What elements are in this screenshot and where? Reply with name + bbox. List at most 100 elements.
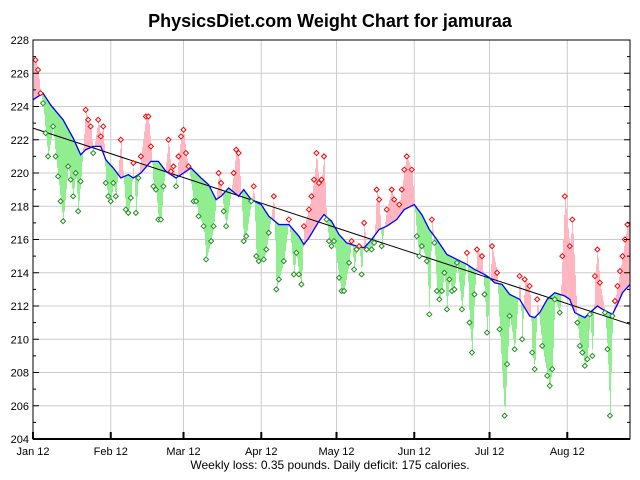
weight-point [493,269,501,276]
weight-point [222,222,230,230]
weight-point [95,116,102,124]
weight-point [32,56,39,64]
weight-point [581,362,589,370]
y-tick-label: 212 [11,301,29,313]
weight-point [335,274,343,281]
x-tick-label: Jun 12 [398,446,431,458]
y-tick-label: 216 [11,235,29,247]
weight-point [165,136,172,143]
weight-point [255,257,262,265]
weight-point [107,198,114,205]
weight-point [551,296,558,303]
y-tick-label: 228 [11,35,29,47]
weight-point [579,349,586,356]
weight-point [260,256,267,263]
weight-point [518,336,526,343]
weight-point [458,306,466,313]
weight-point [77,178,84,185]
weight-point [84,116,92,124]
weight-point [74,208,82,215]
weight-point [42,129,49,137]
weight-point [200,222,207,230]
grid [32,39,630,440]
weight-point [64,163,72,170]
weight-point [471,291,478,298]
weight-point [290,271,298,278]
weight-point [130,159,137,167]
weight-point [604,346,611,353]
weight-point [345,259,353,266]
weight-point [569,216,576,223]
weight-point [391,196,398,203]
weight-point [293,249,300,257]
weight-point [320,153,328,160]
x-tick-label: Feb 12 [94,446,128,458]
weight-point [609,312,616,320]
weight-point [185,163,192,170]
weight-point [388,186,395,193]
weight-point [125,209,132,217]
weight-point [44,153,52,160]
weight-point [355,242,363,250]
weight-point [446,276,453,283]
weight-point [526,282,533,290]
weight-point [235,149,242,157]
weight-point [506,312,513,320]
weight-point [353,246,360,253]
weight-point [488,242,496,250]
weight-point [468,349,476,356]
weight-point [451,286,458,293]
weight-point [49,123,57,130]
weight-point [39,99,47,107]
weight-point [576,342,584,350]
weight-point [285,216,293,223]
weight-point [330,237,338,245]
weight-point [270,193,278,200]
weight-point [348,237,355,245]
weight-point [538,342,546,350]
weight-point [243,232,250,240]
weight-point [150,183,157,190]
weight-point [127,194,135,202]
weight-point [172,183,180,190]
weight-point [202,256,210,263]
y-tick-label: 226 [11,68,29,80]
weight-point [275,276,283,283]
weight-point [478,252,486,260]
weight-point [265,229,272,237]
weight-point [273,286,280,293]
summary-footer: Weekly loss: 0.35 pounds. Daily deficit:… [190,458,469,472]
weight-point [616,267,624,275]
weight-point [378,242,385,250]
weight-point [428,216,436,223]
weight-point [318,176,325,183]
weight-point [325,237,333,245]
weight-point [544,372,551,380]
weight-point [521,276,528,283]
x-tick-label: May 12 [318,446,354,458]
y-tick-label: 222 [11,135,29,147]
weight-point [584,355,591,363]
weight-point [315,179,323,187]
weight-point [370,239,378,247]
weight-point [102,179,109,187]
weight-point [328,242,335,250]
weight-point [350,266,358,273]
weight-point [67,176,74,183]
x-tick-label: Jul 12 [475,446,504,458]
weight-point [501,412,508,419]
weight-point [375,196,383,203]
weight-point [441,269,448,276]
weight-point [591,272,599,280]
weight-point [147,143,155,150]
x-tick-label: Mar 12 [166,446,200,458]
weight-point [546,382,553,390]
weight-point [300,222,308,230]
weight-point [574,319,581,326]
weight-point [195,213,202,220]
weight-point [82,106,89,114]
weight-point [426,311,433,318]
axes: 204 206 208 210 212 214 216 218 220 222 224 226 228 J… [11,35,631,458]
weight-point [431,239,438,247]
